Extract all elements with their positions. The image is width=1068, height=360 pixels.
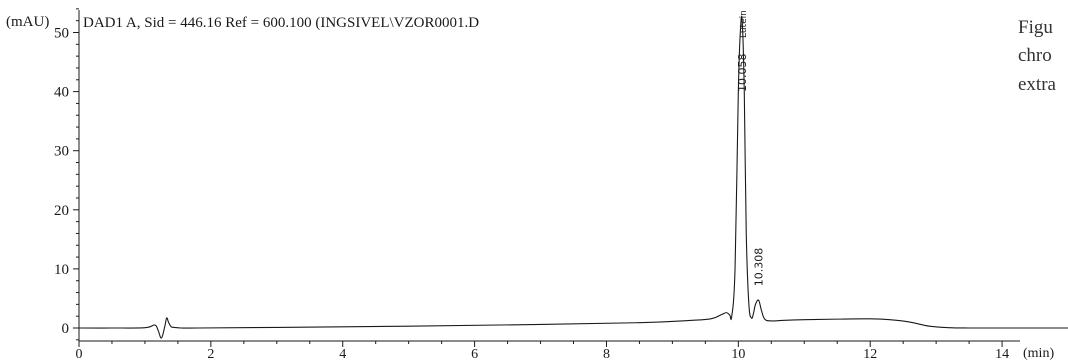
- y-axis-label: (mAU): [6, 14, 49, 30]
- y-tick-label: 50: [54, 26, 69, 42]
- x-tick-label: 4: [339, 347, 346, 360]
- trace-layer: [78, 15, 1068, 339]
- chart-title: DAD1 A, Sid = 446.16 Ref = 600.100 (INGS…: [83, 15, 479, 31]
- x-tick-label: 0: [76, 347, 83, 360]
- x-tick-label: 14: [995, 347, 1009, 360]
- y-tick-label: 10: [54, 262, 69, 278]
- figure-caption-line-3: extra: [1018, 74, 1056, 95]
- ticks-layer: 0 10 20 30 40 50 0 2 4 6 8 10 12 14: [54, 8, 1009, 360]
- y-tick-label: 40: [54, 85, 69, 101]
- y-tick-label: 20: [54, 203, 69, 219]
- x-tick-label: 12: [863, 347, 877, 360]
- x-tick-label: 10: [731, 347, 745, 360]
- figure-caption-line-2: chro: [1018, 45, 1052, 66]
- axes-layer: [78, 10, 1020, 342]
- peak-label-layer: Lutein 10.058 10.308: [736, 10, 765, 286]
- figure-caption-line-1: Figu: [1018, 17, 1053, 38]
- chromatogram-trace: [78, 15, 1068, 339]
- x-tick-label: 2: [207, 347, 214, 360]
- peak-retention-label-main: 10.058: [736, 54, 749, 93]
- x-tick-label: 8: [603, 347, 610, 360]
- y-tick-label: 30: [54, 144, 69, 160]
- peak-retention-label-secondary: 10.308: [753, 248, 766, 287]
- peak-name-label-lutein: Lutein: [739, 10, 749, 38]
- x-axis-label: (min): [1023, 346, 1054, 360]
- y-tick-label: 0: [62, 321, 70, 337]
- x-tick-label: 6: [471, 347, 478, 360]
